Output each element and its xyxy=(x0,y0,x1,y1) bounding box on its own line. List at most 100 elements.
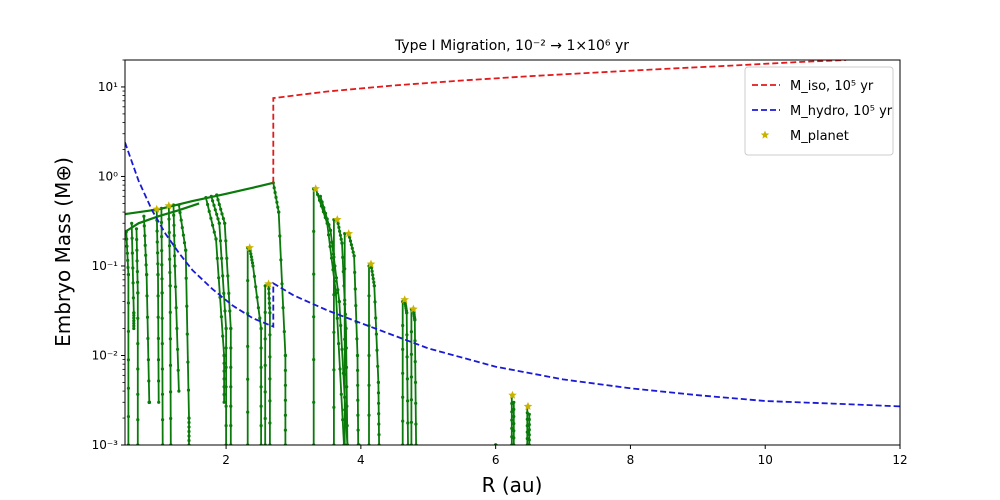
embryo-track-point xyxy=(187,429,191,434)
embryo-track-point xyxy=(278,234,282,238)
legend-marker-2 xyxy=(760,130,770,139)
embryo-track-point xyxy=(332,405,336,409)
embryo-track-point xyxy=(224,424,228,428)
embryo-track-point xyxy=(209,194,213,198)
embryo-track-point xyxy=(160,249,164,253)
embryo-track-point xyxy=(259,346,263,350)
embryo-track-point xyxy=(338,229,342,233)
embryo-track-point xyxy=(405,377,409,381)
embryo-track-point xyxy=(322,206,326,210)
embryo-track-point xyxy=(246,279,250,283)
x-tick-label: 10 xyxy=(758,453,773,467)
embryo-track-point xyxy=(370,269,374,273)
embryo-track-point xyxy=(204,196,208,200)
embryo-track-point xyxy=(214,237,218,241)
embryo-track-point xyxy=(282,330,286,334)
planet-star-3 xyxy=(264,279,273,288)
x-tick-label: 12 xyxy=(892,453,907,467)
embryo-track-point xyxy=(222,369,226,373)
embryo-track-point xyxy=(372,280,376,284)
planet-star-1 xyxy=(164,201,174,210)
embryo-track-point xyxy=(356,383,360,387)
embryo-track-point xyxy=(224,326,228,331)
embryo-track-point xyxy=(168,337,172,341)
embryo-track-point xyxy=(224,239,228,243)
embryo-track-point xyxy=(372,284,376,288)
embryo-track-point xyxy=(168,270,172,275)
embryo-track-point xyxy=(126,329,130,333)
legend-label-2: M_planet xyxy=(790,129,849,144)
embryo-track-point xyxy=(377,422,381,426)
embryo-track-point xyxy=(229,404,233,408)
embryo-track-point xyxy=(160,392,165,396)
embryo-track-point xyxy=(341,418,345,422)
embryo-envelope-lower xyxy=(125,202,200,233)
embryo-track-point xyxy=(126,265,130,270)
embryo-track-point xyxy=(187,434,191,438)
embryo-track-point xyxy=(181,233,185,237)
embryo-track-point xyxy=(405,311,409,315)
embryo-track-point xyxy=(135,248,139,252)
embryo-track-point xyxy=(268,399,272,403)
embryo-track-point xyxy=(356,368,360,372)
embryo-track-point xyxy=(283,413,287,417)
embryo-track-point xyxy=(155,229,159,233)
embryo-track-point xyxy=(226,274,230,278)
embryo-track-point xyxy=(263,284,267,288)
embryo-track-point xyxy=(406,421,410,425)
embryo-track-point xyxy=(187,420,191,425)
embryo-track-point xyxy=(218,239,223,243)
embryo-track-point xyxy=(187,438,191,443)
embryo-track-point xyxy=(167,244,172,248)
embryo-track-point xyxy=(352,254,356,258)
embryo-track-point xyxy=(215,212,219,216)
embryo-track-point xyxy=(219,207,223,211)
embryo-track-point xyxy=(263,416,267,421)
embryo-track-point xyxy=(409,398,413,402)
embryo-track-point xyxy=(132,313,136,317)
embryo-track-point xyxy=(276,205,280,209)
embryo-track-point xyxy=(510,410,514,414)
embryo-track-point xyxy=(221,334,225,338)
embryo-track-point xyxy=(225,256,229,260)
embryo-track-point xyxy=(173,285,178,289)
embryo-track-point xyxy=(126,415,130,419)
embryo-track-point xyxy=(157,379,161,383)
embryo-track-point xyxy=(156,336,160,341)
embryo-track-point xyxy=(413,380,418,384)
embryo-track-point xyxy=(254,285,258,289)
embryo-track-point xyxy=(312,358,316,362)
embryo-track-point xyxy=(409,420,413,424)
embryo-track-point xyxy=(401,347,405,351)
embryo-track-point xyxy=(327,223,331,227)
chart-title: Type I Migration, 10⁻² → 1×10⁶ yr xyxy=(394,38,629,54)
x-tick-label: 4 xyxy=(357,453,365,467)
embryo-track-point xyxy=(156,358,161,362)
embryo-track-point xyxy=(136,418,140,422)
planet-star-8 xyxy=(400,295,409,304)
embryo-track-point xyxy=(317,198,322,202)
embryo-track-point xyxy=(336,288,340,292)
embryo-track-point xyxy=(377,433,381,437)
embryo-track-point xyxy=(172,213,176,217)
embryo-track-point xyxy=(224,404,228,408)
embryo-track-point xyxy=(168,284,172,288)
embryo-track-point xyxy=(327,233,331,237)
embryo-track-point xyxy=(341,255,345,259)
embryo-track-point xyxy=(215,193,219,197)
embryo-track-point xyxy=(312,229,316,233)
embryo-track-point xyxy=(229,346,233,350)
embryo-track-point xyxy=(283,428,287,432)
embryo-track-point xyxy=(374,332,378,336)
planet-star-2 xyxy=(245,243,254,252)
embryo-track-point xyxy=(223,309,227,313)
legend-label-1: M_hydro, 10⁵ yr xyxy=(790,104,893,119)
embryo-track-point xyxy=(345,424,349,428)
embryo-track-point xyxy=(414,422,418,426)
embryo-track-point xyxy=(312,400,316,404)
legend-box xyxy=(744,66,894,156)
embryo-track-point xyxy=(176,347,180,351)
y-axis-title: Embryo Mass (M⊕) xyxy=(51,157,75,347)
embryo-track-point xyxy=(156,315,160,319)
